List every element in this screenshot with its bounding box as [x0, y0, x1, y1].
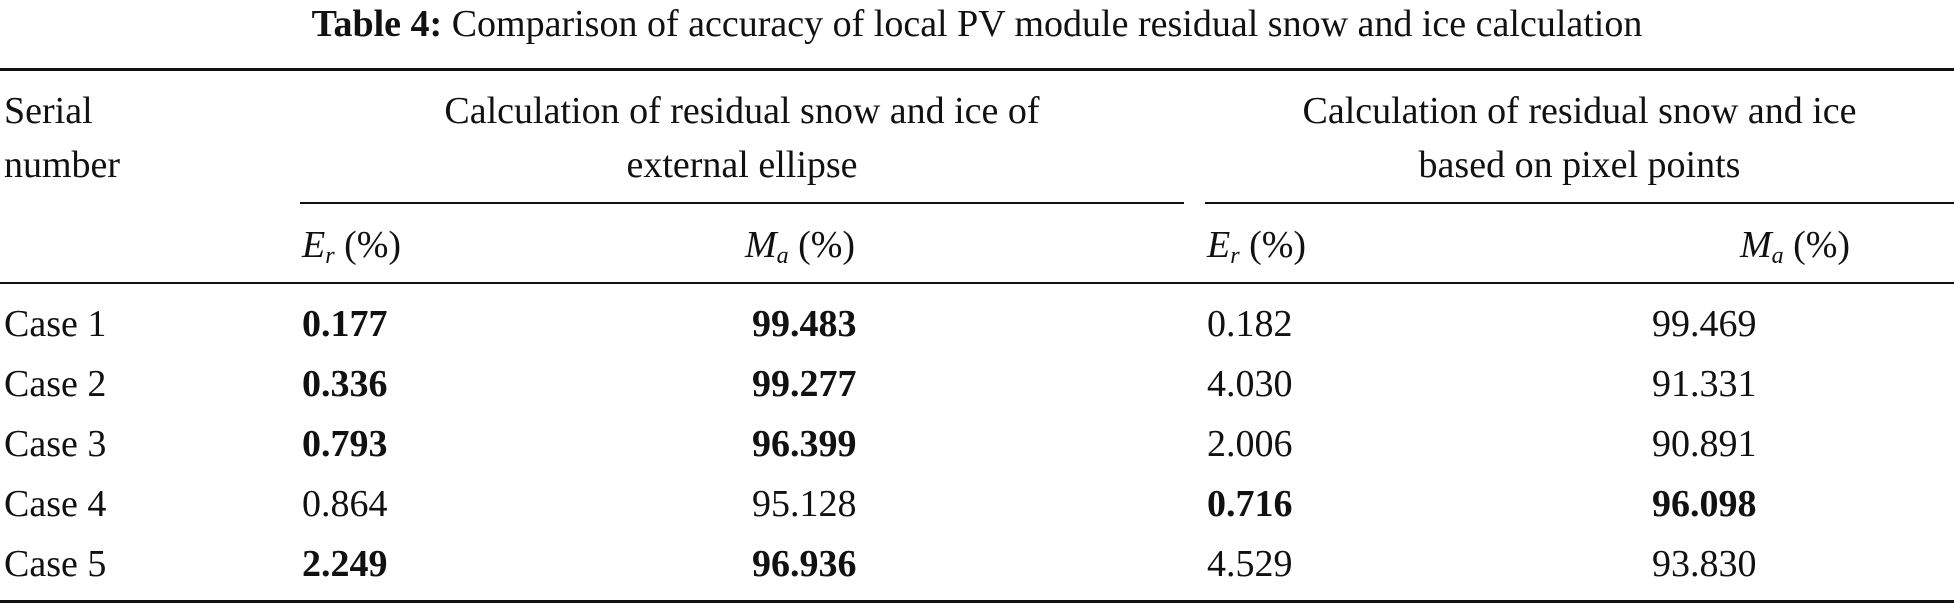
top-rule — [0, 68, 1954, 71]
row-label: Case 1 — [4, 303, 107, 345]
header-group2-line2: based on pixel points — [1418, 144, 1741, 186]
subheader-er-1: Er (%) — [302, 224, 402, 269]
row-label: Case 5 — [4, 543, 107, 585]
cell-ma-pixel: 91.331 — [1652, 363, 1757, 405]
row-label: Case 3 — [4, 423, 107, 465]
bottom-rule — [0, 600, 1954, 603]
table-label: Table 4: — [311, 3, 443, 45]
cell-er-pixel: 4.030 — [1207, 363, 1293, 405]
group2-rule — [1205, 202, 1954, 204]
cell-er-pixel: 0.182 — [1207, 303, 1293, 345]
cell-ma-ellipse: 96.936 — [752, 543, 857, 585]
header-group2-line1: Calculation of residual snow and ice — [1302, 90, 1857, 132]
cell-er-ellipse: 2.249 — [302, 543, 388, 585]
header-serial-line1: Serial — [4, 90, 93, 132]
header-rule — [0, 282, 1954, 284]
cell-ma-ellipse: 99.277 — [752, 363, 857, 405]
cell-ma-ellipse: 99.483 — [752, 303, 857, 345]
cell-ma-ellipse: 96.399 — [752, 423, 857, 465]
table-caption: Table 4: Comparison of accuracy of local… — [0, 0, 1954, 64]
header-serial-line2: number — [4, 144, 121, 186]
row-label: Case 4 — [4, 483, 107, 525]
cell-ma-pixel: 93.830 — [1652, 543, 1757, 585]
cell-ma-pixel: 96.098 — [1652, 483, 1757, 525]
header-group1-line2: external ellipse — [626, 144, 858, 186]
cell-er-ellipse: 0.177 — [302, 303, 388, 345]
cell-er-pixel: 2.006 — [1207, 423, 1293, 465]
cell-er-ellipse: 0.864 — [302, 483, 388, 525]
subheader-er-2: Er (%) — [1207, 224, 1307, 269]
cell-ma-ellipse: 95.128 — [752, 483, 857, 525]
group1-rule — [300, 202, 1184, 204]
header-group1-line1: Calculation of residual snow and ice of — [444, 90, 1040, 132]
subheader-ma-2: Ma (%) — [1739, 224, 1851, 269]
cell-er-ellipse: 0.336 — [302, 363, 388, 405]
cell-er-pixel: 4.529 — [1207, 543, 1293, 585]
table-title: Comparison of accuracy of local PV modul… — [451, 3, 1643, 45]
cell-ma-pixel: 99.469 — [1652, 303, 1757, 345]
cell-er-pixel: 0.716 — [1207, 483, 1293, 525]
cell-er-ellipse: 0.793 — [302, 423, 388, 465]
subheader-ma-1: Ma (%) — [744, 224, 856, 269]
cell-ma-pixel: 90.891 — [1652, 423, 1757, 465]
row-label: Case 2 — [4, 363, 107, 405]
